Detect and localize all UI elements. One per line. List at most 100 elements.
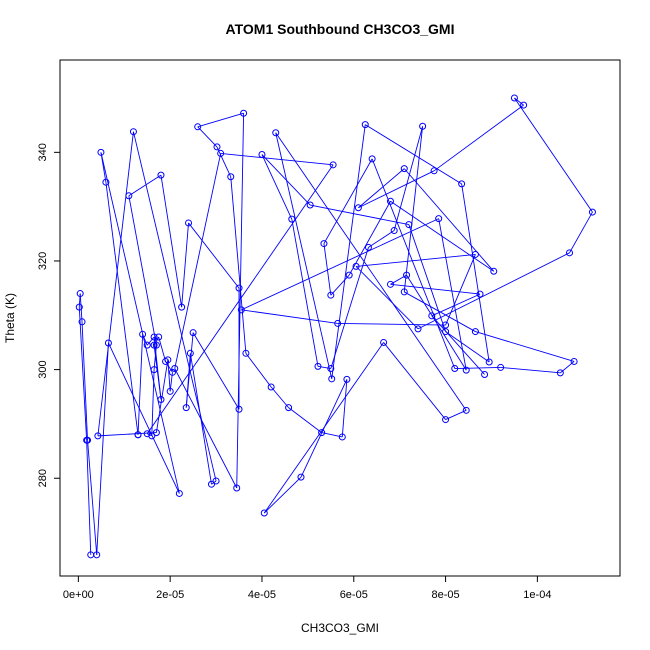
series-segment — [438, 218, 467, 371]
data-point — [97, 148, 105, 156]
y-tick-label: 300 — [37, 360, 49, 378]
series-segment — [96, 342, 109, 555]
plot-frame — [59, 59, 621, 577]
x-axis: 0e+00 2e-05 4e-05 6e-05 8e-05 1e-04 — [63, 576, 551, 601]
series-segment — [197, 126, 218, 148]
data-point — [405, 221, 413, 229]
data-point — [588, 208, 596, 216]
data-point — [414, 325, 422, 333]
series-segment — [317, 365, 331, 369]
data-point — [345, 271, 353, 279]
series-segment — [330, 274, 350, 296]
data-point — [194, 123, 202, 131]
series-segment — [192, 332, 240, 410]
data-point — [242, 349, 250, 357]
data-point — [566, 249, 574, 257]
series-segment — [390, 283, 481, 295]
data-point — [471, 328, 479, 336]
series-segment — [310, 204, 409, 226]
series-segment — [514, 97, 524, 106]
series-segment — [174, 153, 222, 369]
data-point — [157, 171, 165, 179]
series-segment — [445, 254, 476, 326]
data-point — [150, 333, 158, 341]
series-segment — [87, 440, 98, 555]
y-axis: 280 300 320 340 — [37, 143, 60, 487]
data-point — [556, 369, 564, 377]
series-segment — [431, 315, 485, 375]
series-segment — [97, 432, 157, 437]
series-segment — [78, 307, 88, 441]
data-point — [235, 284, 243, 292]
data-point — [368, 155, 376, 163]
series-segment — [461, 183, 490, 363]
series-segment — [236, 113, 245, 489]
series-segment — [355, 266, 419, 330]
data-point — [327, 365, 335, 373]
data-point — [272, 129, 280, 137]
data-point — [267, 383, 275, 391]
data-point — [260, 509, 268, 517]
data-point — [76, 290, 84, 298]
series-points — [75, 94, 596, 559]
series-segment — [216, 146, 232, 177]
data-point — [458, 180, 466, 188]
series-segment — [137, 334, 144, 435]
data-point — [104, 339, 112, 347]
series-segment — [188, 222, 240, 289]
data-point — [328, 375, 336, 383]
data-point — [400, 165, 408, 173]
data-point — [152, 429, 160, 437]
x-tick-label: 6e-05 — [340, 589, 368, 601]
data-point — [476, 290, 484, 298]
data-point — [442, 328, 450, 336]
data-point — [400, 288, 408, 296]
data-point — [352, 262, 360, 270]
data-point — [306, 201, 314, 209]
data-point — [233, 484, 241, 492]
data-point — [419, 122, 427, 130]
x-tick-label: 2e-05 — [156, 589, 184, 601]
series-segment — [321, 432, 343, 438]
series-segment — [165, 361, 173, 373]
series-segment — [160, 175, 183, 308]
data-point — [150, 341, 158, 349]
series-segment — [97, 131, 134, 436]
series-segment — [174, 368, 238, 489]
data-point — [462, 406, 470, 414]
series-segment — [167, 359, 171, 392]
data-point — [471, 250, 479, 258]
series-segment — [393, 126, 424, 231]
data-point — [207, 480, 215, 488]
series-segment — [158, 336, 167, 362]
series-segment — [383, 342, 446, 420]
data-point — [102, 178, 110, 186]
data-point — [334, 319, 342, 327]
data-point — [329, 161, 337, 169]
data-point — [93, 551, 101, 559]
series-segment — [291, 219, 319, 367]
data-point — [285, 404, 293, 412]
series-segment — [275, 132, 467, 411]
series-segment — [330, 247, 369, 369]
series-segment — [153, 336, 160, 346]
x-tick-label: 0e+00 — [63, 589, 94, 601]
data-point — [178, 303, 186, 311]
series-segment — [371, 158, 456, 369]
x-axis-label: CH3CO3_GMI — [301, 621, 379, 635]
data-point — [380, 338, 388, 346]
series-segment — [79, 293, 83, 322]
data-point — [481, 370, 489, 378]
series-segment — [403, 126, 424, 292]
data-point — [318, 429, 326, 437]
data-point — [430, 167, 438, 175]
data-point — [186, 349, 194, 357]
series-segment — [146, 336, 155, 346]
data-point — [217, 149, 225, 157]
data-point — [143, 430, 151, 438]
data-point — [182, 404, 190, 412]
data-point — [134, 431, 142, 439]
data-point — [125, 192, 133, 200]
